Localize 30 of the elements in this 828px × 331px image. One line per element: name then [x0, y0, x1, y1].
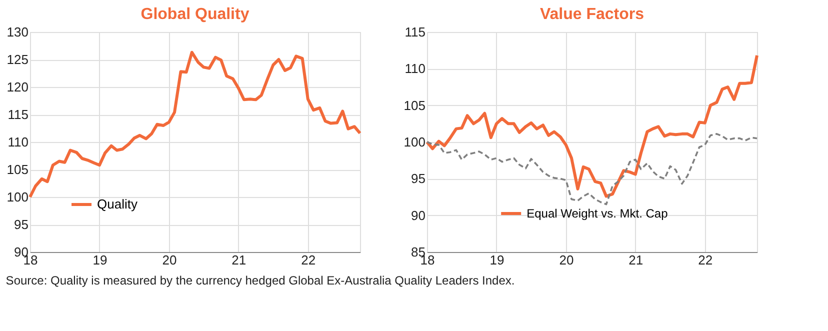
- y-tick-label: 115: [404, 24, 426, 40]
- line-series: [28, 50, 362, 198]
- source-note: Source: Quality is measured by the currency hedged Global Ex-Australia Quality Leaders Index.: [6, 274, 515, 288]
- y-tick-label: 105: [6, 162, 28, 177]
- y-tick-label: 95: [14, 217, 28, 232]
- x-tick-label: 20: [162, 252, 177, 268]
- line-series: [426, 54, 758, 198]
- legend-label: Quality: [97, 196, 138, 212]
- x-tick-label: 22: [301, 252, 316, 268]
- chart-title: Global Quality: [140, 6, 250, 23]
- y-tick-label: 100: [6, 190, 28, 204]
- chart-title: Value Factors: [540, 6, 644, 23]
- x-tick-label: 22: [698, 252, 713, 268]
- x-tick-label: 19: [92, 252, 108, 268]
- x-tick-label: 21: [628, 252, 644, 268]
- y-tick-label: 110: [404, 61, 426, 76]
- x-tick-label: 21: [232, 252, 246, 268]
- y-tick-label: 130: [6, 24, 28, 40]
- legend-label: Equal Weight vs. Mkt. Cap: [526, 206, 668, 220]
- y-tick-label: 125: [6, 52, 28, 67]
- y-tick-label: 105: [404, 98, 426, 113]
- y-tick-label: 100: [404, 134, 426, 150]
- y-tick-label: 110: [8, 134, 28, 150]
- y-tick-label: 115: [8, 107, 28, 122]
- y-tick-label: 95: [411, 171, 426, 186]
- x-tick-label: 20: [559, 252, 574, 268]
- y-tick-label: 90: [411, 208, 426, 223]
- line-series: [426, 133, 758, 206]
- x-tick-label: 19: [490, 252, 504, 268]
- y-tick-label: 120: [6, 80, 28, 94]
